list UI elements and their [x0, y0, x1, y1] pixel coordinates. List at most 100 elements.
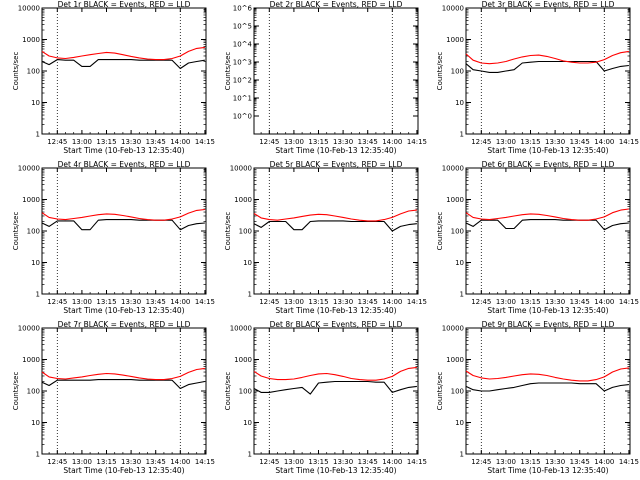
panel-title: Det 8r BLACK = Events, RED = LLD [270, 320, 403, 329]
x-axis-label: Start Time (10-Feb-13 12:35:40) [487, 466, 608, 475]
panel-title: Det 2r BLACK = Events, RED = LLD [270, 0, 403, 9]
panel-title: Det 6r BLACK = Events, RED = LLD [482, 160, 615, 169]
series-line-events [41, 59, 205, 70]
x-tick-label: 13:00 [284, 458, 304, 466]
y-tick-label: 1000 [234, 196, 252, 204]
series-line-events [41, 219, 205, 231]
y-tick-label: 10 [243, 259, 252, 267]
x-tick-label: 14:00 [170, 298, 190, 306]
x-tick-label: 12:45 [47, 458, 67, 466]
x-tick-label: 13:45 [358, 298, 378, 306]
panel-title: Det 3r BLACK = Events, RED = LLD [482, 0, 615, 9]
x-axis-label: Start Time (10-Feb-13 12:35:40) [487, 146, 608, 155]
y-tick-label: 10000 [230, 325, 252, 333]
y-tick-label: 1 [460, 131, 464, 139]
x-tick-label: 13:45 [570, 138, 590, 146]
panel-title: Det 9r BLACK = Events, RED = LLD [482, 320, 615, 329]
x-tick-label: 12:45 [259, 298, 279, 306]
x-tick-label: 13:30 [121, 458, 141, 466]
y-tick-label: 100 [27, 228, 40, 236]
x-tick-label: 14:00 [382, 458, 402, 466]
plot-frame [41, 7, 207, 135]
x-tick-label: 13:45 [146, 458, 166, 466]
x-tick-label: 12:45 [259, 458, 279, 466]
series-line-lld [253, 366, 417, 381]
y-tick-label: 10^0 [233, 113, 252, 121]
panel-det-7: Det 7r BLACK = Events, RED = LLD 1 10 100 10… [12, 320, 215, 475]
series-line-events [41, 379, 205, 390]
x-tick-label: 13:00 [284, 298, 304, 306]
y-axis-label: Counts/sec [12, 212, 20, 251]
x-tick-label: 12:45 [471, 458, 491, 466]
x-tick-label: 12:45 [47, 138, 67, 146]
y-tick-label: 1000 [22, 356, 40, 364]
y-tick-label: 10 [455, 259, 464, 267]
panel-det-5: Det 5r BLACK = Events, RED = LLD 1 10 100 10… [224, 160, 427, 315]
y-tick-label: 100 [239, 388, 252, 396]
x-tick-label: 13:45 [358, 458, 378, 466]
x-tick-label: 13:30 [545, 138, 565, 146]
y-tick-label: 100 [27, 388, 40, 396]
y-tick-label: 10000 [18, 165, 40, 173]
x-tick-label: 14:15 [407, 298, 427, 306]
y-tick-label: 1 [36, 291, 40, 299]
y-tick-label: 100 [239, 228, 252, 236]
panel-det-9: Det 9r BLACK = Events, RED = LLD 1 10 100 10… [436, 320, 639, 475]
plot-frame [253, 7, 419, 135]
panel-title: Det 7r BLACK = Events, RED = LLD [58, 320, 191, 329]
panel-det-1: Det 1r BLACK = Events, RED = LLD 1 10 100 10… [12, 0, 215, 155]
y-tick-label: 1000 [446, 356, 464, 364]
x-tick-label: 13:15 [520, 138, 540, 146]
series-line-lld [253, 209, 417, 222]
y-tick-label: 10 [455, 419, 464, 427]
y-tick-label: 10^6 [233, 5, 253, 13]
x-tick-label: 13:45 [358, 138, 378, 146]
y-axis-label: Counts/sec [224, 212, 232, 251]
x-tick-label: 14:15 [195, 138, 215, 146]
x-tick-label: 13:00 [496, 298, 516, 306]
x-tick-label: 13:45 [570, 298, 590, 306]
panel-det-3: Det 3r BLACK = Events, RED = LLD 1 10 100 10… [436, 0, 639, 155]
x-tick-label: 14:00 [594, 298, 614, 306]
x-tick-label: 14:15 [195, 458, 215, 466]
y-tick-label: 1000 [22, 196, 40, 204]
y-tick-label: 1 [36, 451, 40, 459]
x-tick-label: 13:15 [308, 298, 328, 306]
y-tick-label: 1 [460, 291, 464, 299]
y-tick-label: 10 [31, 259, 40, 267]
y-tick-label: 1 [248, 291, 252, 299]
x-tick-label: 13:00 [284, 138, 304, 146]
x-tick-label: 13:45 [570, 458, 590, 466]
x-axis-label: Start Time (10-Feb-13 12:35:40) [63, 306, 184, 315]
x-tick-label: 14:15 [619, 298, 639, 306]
x-tick-label: 13:15 [520, 458, 540, 466]
series-line-lld [465, 367, 629, 382]
x-axis-label: Start Time (10-Feb-13 12:35:40) [275, 146, 396, 155]
y-tick-label: 1 [248, 451, 252, 459]
x-tick-label: 14:00 [170, 138, 190, 146]
y-axis-label: Counts/sec [224, 372, 232, 411]
panel-title: Det 5r BLACK = Events, RED = LLD [270, 160, 403, 169]
y-tick-label: 1000 [446, 36, 464, 44]
x-tick-label: 12:45 [471, 138, 491, 146]
x-tick-label: 14:15 [619, 138, 639, 146]
x-tick-label: 13:30 [545, 298, 565, 306]
x-tick-label: 12:45 [47, 298, 67, 306]
series-line-lld [41, 208, 205, 221]
x-axis-label: Start Time (10-Feb-13 12:35:40) [275, 466, 396, 475]
y-axis-label: Counts/sec [436, 212, 444, 251]
y-tick-label: 1000 [22, 36, 40, 44]
plot-frame [465, 167, 631, 295]
y-axis-label: Counts/sec [12, 52, 20, 91]
x-tick-label: 13:00 [496, 458, 516, 466]
series-line-events [465, 219, 629, 231]
x-tick-label: 13:30 [121, 138, 141, 146]
x-tick-label: 13:15 [96, 298, 116, 306]
x-tick-label: 12:45 [259, 138, 279, 146]
x-axis-label: Start Time (10-Feb-13 12:35:40) [487, 306, 608, 315]
y-tick-label: 1000 [234, 356, 252, 364]
x-tick-label: 14:00 [382, 298, 402, 306]
x-tick-label: 13:15 [96, 458, 116, 466]
panel-title: Det 4r BLACK = Events, RED = LLD [58, 160, 191, 169]
